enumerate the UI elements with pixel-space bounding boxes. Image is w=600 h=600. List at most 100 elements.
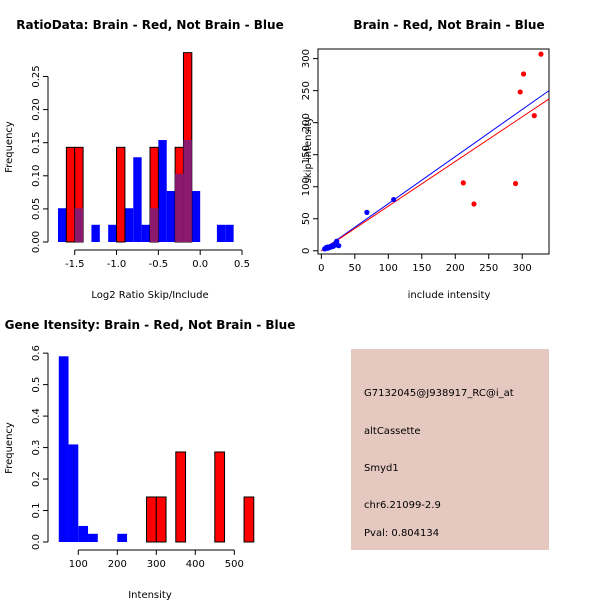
ratio-bar-not-brain <box>216 224 226 242</box>
scatter-point-brain <box>512 180 519 187</box>
gene-name: Smyd1 <box>364 463 399 474</box>
intensity-histogram-ylabel: Frequency <box>4 422 15 474</box>
intensity-y-tick-label: 0.1 <box>31 503 42 519</box>
scatter-point-not-brain <box>391 196 397 203</box>
ratio-bar-brain <box>65 146 76 243</box>
intensity-y-tick-label: 0.4 <box>31 408 42 424</box>
ratio-bar-overlap <box>175 173 184 242</box>
scat1-x-tick-label: 150 <box>412 263 431 274</box>
ratio-bar-not-brain <box>133 157 142 242</box>
ratio-histogram-xlabel: Log2 Ratio Skip/Include <box>91 290 208 301</box>
event-type: altCassette <box>364 426 421 437</box>
ratio-y-tick-label: 0.10 <box>31 165 42 187</box>
ratio0-x-tick-label: 0.5 <box>234 259 250 270</box>
ratio-histogram-bars <box>58 52 234 243</box>
ratio-histogram-title: RatioData: Brain - Red, Not Brain - Blue <box>16 18 283 32</box>
intensity-bar-brain <box>243 496 255 543</box>
intensity-y-tick-label: 0.2 <box>31 471 42 487</box>
intensity-bar-brain <box>175 451 187 543</box>
info-box-background <box>351 349 549 550</box>
inten2-x-tick-label: 200 <box>108 559 127 570</box>
intensity-bar-not-brain <box>117 533 128 542</box>
scatter-y-tick-label: 200 <box>301 113 312 132</box>
scat1-x-tick-label: 0 <box>318 263 324 274</box>
ratio-bar-not-brain <box>58 208 67 242</box>
ratio-y-tick-label: 0.00 <box>31 231 42 253</box>
scatter-y-tick-label: 100 <box>301 177 312 196</box>
scatter-title: Brain - Red, Not Brain - Blue <box>353 18 544 32</box>
inten2-x-tick-label: 100 <box>69 559 88 570</box>
ratio0-x-tick-label: -1.5 <box>65 259 85 270</box>
intensity-bar-brain <box>146 496 157 543</box>
ratio0-x-tick-label: 0.0 <box>192 259 208 270</box>
ratio-histogram-ylabel: Frequency <box>4 121 15 173</box>
ratio0-x-tick-label: -1.0 <box>107 259 127 270</box>
ratio-y-tick-label: 0.05 <box>31 198 42 220</box>
scatter-point-brain <box>517 89 523 95</box>
scatter-x-axis: 0 50 100 150 200 250 300 <box>318 253 532 274</box>
ratio-bar-not-brain <box>191 191 201 242</box>
intensity-y-tick-label: 0.3 <box>31 440 42 456</box>
scatter-y-tick-label: 150 <box>301 145 312 164</box>
scatter-point-brain <box>460 180 466 186</box>
intensity-bar-not-brain <box>88 533 98 542</box>
ratio0-x-tick-label: -0.5 <box>149 259 169 270</box>
fit-line-not-brain <box>321 90 550 252</box>
ratio-bar-overlap <box>183 140 192 242</box>
ratio-bar-not-brain <box>108 224 117 242</box>
ratio-histogram-panel: RatioData: Brain - Red, Not Brain - Blue… <box>4 18 284 301</box>
inten2-x-tick-label: 500 <box>225 559 244 570</box>
ratio-bar-not-brain <box>124 208 134 242</box>
scat1-x-tick-label: 300 <box>513 263 532 274</box>
scat1-x-tick-label: 200 <box>446 263 465 274</box>
intensity-histogram-x-axis: 100 200 300 400 500 <box>69 549 244 570</box>
scatter-plot-frame <box>317 48 550 255</box>
intensity-bar-brain <box>214 451 226 543</box>
intensity-histogram-bars <box>58 356 255 543</box>
ratio-bar-overlap <box>150 208 159 242</box>
scatter-xlabel: include intensity <box>408 290 491 301</box>
scat1-x-tick-label: 50 <box>348 263 361 274</box>
scatter-point-brain <box>520 71 527 77</box>
intensity-histogram-y-axis: 0.0 0.1 0.2 0.3 0.4 0.5 0.6 <box>31 345 49 550</box>
scat1-x-tick-label: 250 <box>479 263 498 274</box>
pval-text: Pval: 0.804134 <box>364 528 439 539</box>
intensity-y-tick-label: 0.6 <box>31 345 42 361</box>
intensity-bar-not-brain <box>78 525 89 542</box>
scatter-point-not-brain <box>364 209 370 215</box>
scat1-x-tick-label: 100 <box>379 263 398 274</box>
inten2-x-tick-label: 300 <box>147 559 166 570</box>
fit-line-brain <box>321 98 550 252</box>
ratio-bar-not-brain <box>141 224 150 242</box>
scatter-point-brain <box>471 201 477 207</box>
scatter-fit-lines <box>321 90 550 252</box>
scatter-y-axis: 0 50 100 150 200 250 300 <box>301 49 319 254</box>
ratio-y-tick-label: 0.25 <box>31 65 42 87</box>
scatter-y-tick-label: 50 <box>301 212 312 225</box>
scatter-point-brain <box>531 113 537 119</box>
scatter-points <box>322 51 544 252</box>
probe-id: G7132045@J938917_RC@i_at <box>364 388 514 399</box>
scatter-ylabel: skip intensity <box>303 117 314 184</box>
ratio-y-tick-label: 0.20 <box>31 98 42 120</box>
ratio-bar-brain <box>116 146 126 243</box>
scatter-point-not-brain <box>334 238 340 244</box>
intensity-bar-not-brain <box>68 444 79 542</box>
ratio-bar-not-brain <box>166 191 176 242</box>
intensity-bar-not-brain <box>58 356 69 542</box>
scatter-panel: Brain - Red, Not Brain - Blue 0 50 100 150 2… <box>301 18 550 301</box>
ratio-histogram-y-axis: 0.00 0.05 0.10 0.15 0.20 0.25 <box>31 65 49 253</box>
ratio-bar-overlap <box>74 208 84 242</box>
intensity-y-tick-label: 0.5 <box>31 377 42 393</box>
genomic-location: chr6.21099-2.9 <box>364 500 441 511</box>
intensity-bar-brain <box>155 496 167 543</box>
scatter-y-tick-label: 300 <box>301 49 312 68</box>
inten2-x-tick-label: 400 <box>186 559 205 570</box>
intensity-histogram-title: Gene Itensity: Brain - Red, Not Brain - … <box>5 318 296 332</box>
scatter-point-brain <box>538 51 544 57</box>
scatter-y-tick-label: 0 <box>301 248 312 254</box>
intensity-histogram-panel: Gene Itensity: Brain - Red, Not Brain - … <box>4 318 295 600</box>
info-box-panel: G7132045@J938917_RC@i_at altCassette Smy… <box>351 349 549 550</box>
ratio-histogram-x-axis: -1.5 -1.0 -0.5 0.0 0.5 <box>65 249 250 270</box>
